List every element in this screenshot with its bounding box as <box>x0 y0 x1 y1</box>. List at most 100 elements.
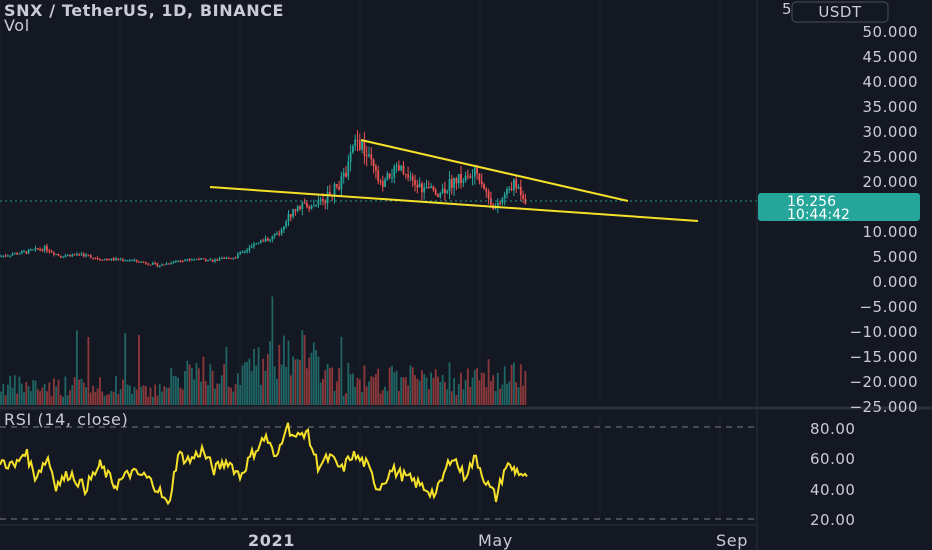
volume-bar <box>126 384 129 405</box>
volume-bar <box>230 387 232 405</box>
volume-bar <box>478 380 481 405</box>
candle-body <box>467 175 469 177</box>
candle-body <box>89 255 92 258</box>
candle-body <box>11 254 14 256</box>
price-tick-label: 35.000 <box>863 98 919 116</box>
candle-body <box>370 154 373 160</box>
volume-bar <box>257 347 260 405</box>
volume-bar <box>46 391 48 405</box>
volume-bar <box>271 296 274 405</box>
price-tick-label: −15.000 <box>849 348 918 366</box>
candle-body <box>506 189 508 195</box>
volume-bar <box>361 392 363 405</box>
candle-body <box>358 140 361 150</box>
volume-bar <box>283 335 285 405</box>
volume-bar <box>4 395 7 405</box>
candle-body <box>73 254 76 256</box>
volume-bar <box>278 344 281 405</box>
volume-bar <box>248 358 251 405</box>
volume-bar <box>117 394 120 405</box>
price-scale[interactable]: 50.000 45.000 40.000 35.000 30.000 25.000 20.0… <box>849 23 918 416</box>
volume-bar <box>13 375 16 405</box>
candle-body <box>131 260 133 262</box>
candle-body <box>480 181 483 185</box>
candle-body <box>391 177 393 179</box>
volume-bar <box>467 368 469 405</box>
volume-bar <box>439 381 442 405</box>
candle-body <box>460 174 462 183</box>
candle-body <box>172 262 175 264</box>
volume-bar <box>239 385 242 405</box>
volume-bar <box>140 386 143 405</box>
volume-bar <box>501 384 504 405</box>
volume-bar <box>280 364 283 405</box>
candle-body <box>39 249 41 251</box>
candle-body <box>519 186 522 196</box>
volume-bar <box>53 378 55 405</box>
candle-body <box>76 254 78 256</box>
candle-body <box>379 181 382 183</box>
candle-body <box>264 238 267 242</box>
volume-bar <box>181 389 184 405</box>
currency-badge[interactable] <box>791 1 889 23</box>
candle-body <box>501 198 504 203</box>
candle-body <box>434 189 437 195</box>
volume-bar <box>234 384 237 405</box>
volume-bar <box>312 342 315 405</box>
volume-bar <box>18 376 21 405</box>
price-tick-label: −20.000 <box>849 373 918 391</box>
volume-bar <box>345 393 347 405</box>
volume-bar <box>50 396 53 405</box>
candle-body <box>395 165 398 167</box>
volume-bar <box>255 365 258 405</box>
lower-trendline[interactable] <box>209 186 699 222</box>
candle-body <box>269 239 271 241</box>
candle-body <box>441 188 444 194</box>
volume-bars <box>0 296 527 405</box>
candle-body <box>319 199 322 201</box>
candle-body <box>9 255 12 257</box>
candle-body <box>349 152 352 162</box>
candle-body <box>333 184 336 197</box>
volume-bar <box>59 395 62 405</box>
volume-bar <box>131 393 133 405</box>
volume-bar <box>273 366 276 405</box>
volume-bar <box>149 387 152 405</box>
candle-body <box>103 259 106 261</box>
volume-bar <box>92 385 94 405</box>
candle-body <box>453 178 455 188</box>
volume-bar <box>363 365 366 405</box>
volume-bar <box>289 375 292 405</box>
candle-body <box>285 221 288 227</box>
volume-bar <box>94 391 97 405</box>
volume-bar <box>462 389 465 405</box>
candle-body <box>82 254 85 257</box>
volume-bar <box>414 375 416 405</box>
volume-bar <box>423 374 426 405</box>
candle-body <box>471 176 474 178</box>
volume-bar <box>89 392 92 405</box>
candle-body <box>41 249 44 251</box>
candle-body <box>425 187 428 189</box>
volume-bar <box>158 383 161 405</box>
candle-body <box>271 236 274 240</box>
volume-bar <box>464 379 467 405</box>
candle-body <box>303 202 306 204</box>
volume-bar <box>324 370 327 405</box>
volume-bar <box>515 381 518 405</box>
candle-body <box>0 255 2 257</box>
candle-body <box>18 253 21 255</box>
candle-body <box>450 179 453 188</box>
volume-bar <box>317 356 320 405</box>
candle-body <box>7 255 9 257</box>
candle-body <box>234 257 237 259</box>
candle-body <box>220 258 223 259</box>
upper-trendline[interactable] <box>360 139 629 202</box>
volume-bar <box>294 359 297 405</box>
candle-body <box>361 140 363 150</box>
candle-body <box>308 207 311 209</box>
volume-bar <box>490 381 492 405</box>
volume-bar <box>260 384 262 405</box>
candle-body <box>416 185 419 188</box>
